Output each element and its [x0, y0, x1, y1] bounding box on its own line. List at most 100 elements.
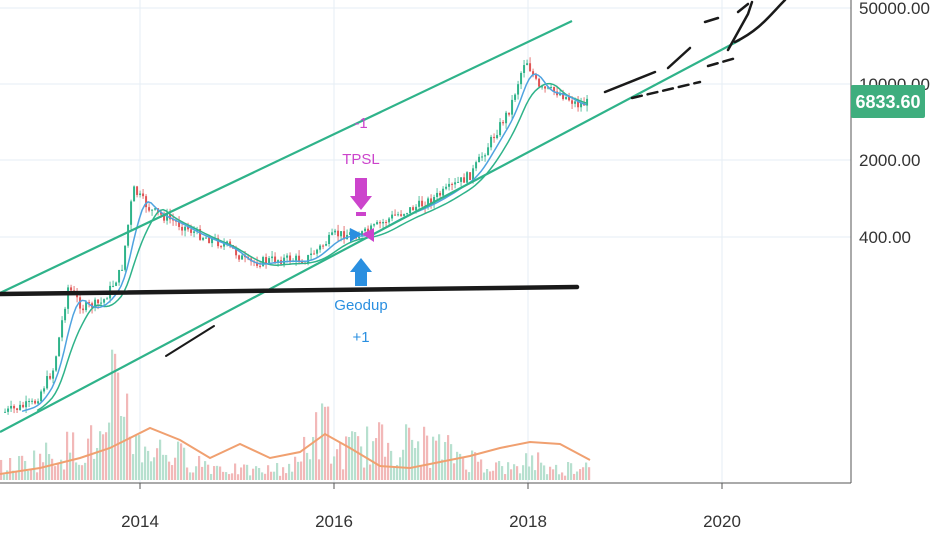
signal-label: TPSL [342, 151, 380, 168]
volume-bar [234, 463, 237, 480]
candle-body [187, 226, 190, 230]
volume-bar [288, 463, 291, 480]
volume-bar [486, 468, 489, 480]
candle-body [31, 400, 34, 402]
volume-bar [252, 468, 255, 480]
candle-body [478, 156, 481, 163]
volume-bar [6, 470, 9, 480]
candle-body [511, 99, 514, 115]
x-tick-label: 2020 [703, 512, 741, 531]
last-price-badge-bg [851, 85, 925, 118]
volume-bar [408, 427, 411, 480]
candle-body [394, 214, 397, 216]
volume-bar [372, 441, 375, 480]
candle-body [412, 207, 415, 211]
signal-label: +1 [352, 329, 369, 346]
volume-bar [78, 464, 81, 480]
candle-body [382, 222, 385, 224]
volume-bar [396, 464, 399, 480]
candle-body [406, 213, 409, 215]
candle-body [490, 136, 493, 148]
candle-body [514, 94, 517, 100]
volume-bar [291, 471, 294, 480]
volume-bar [165, 454, 168, 480]
candle-body [211, 238, 214, 244]
volume-bar [126, 393, 129, 480]
candle-body [496, 135, 499, 139]
candle-body [340, 231, 343, 237]
volume-bar [207, 464, 210, 480]
candle-body [430, 198, 433, 204]
volume-bar [339, 442, 342, 480]
volume-bar [513, 464, 516, 480]
candle-body [49, 376, 52, 379]
candle-body [577, 101, 580, 108]
volume-bar [405, 424, 408, 480]
volume-bar [222, 471, 225, 480]
volume-bar [447, 435, 450, 480]
projection-stroke [703, 16, 720, 24]
volume-bar [510, 469, 513, 480]
candle-body [262, 257, 265, 267]
volume-bar [267, 465, 270, 480]
volume-bar [216, 465, 219, 480]
volume-bar [45, 442, 48, 480]
buy-arrow-icon [350, 258, 372, 286]
volume-bar [21, 455, 24, 480]
volume-bar [474, 452, 477, 480]
candle-body [46, 376, 49, 389]
volume-bar [69, 452, 72, 480]
candle-body [586, 98, 589, 106]
volume-bar [477, 461, 480, 480]
candle-body [499, 122, 502, 136]
candle-body [136, 186, 139, 195]
sell-arrow-icon [350, 178, 372, 210]
volume-bar [351, 431, 354, 480]
candle-body [391, 214, 394, 219]
volume-bar [240, 467, 243, 480]
candle-body [526, 63, 529, 66]
volume-bar [393, 466, 396, 480]
candle-body [481, 156, 484, 158]
volume-bar [549, 466, 552, 480]
volume-bar [573, 473, 576, 480]
candle-body [100, 302, 103, 304]
candle-body [4, 411, 7, 413]
candle-body [325, 244, 328, 246]
volume-bar [582, 467, 585, 480]
volume-bar [420, 466, 423, 480]
volume-bar [228, 474, 231, 480]
candle-body [88, 302, 91, 304]
volume-bar [570, 463, 573, 480]
candle-body [82, 308, 85, 311]
candle-body [208, 237, 211, 244]
volume-bar [438, 434, 441, 480]
candle-body [409, 207, 412, 214]
candle-body [472, 168, 475, 181]
candle-body [523, 65, 526, 73]
volume-bar [402, 449, 405, 480]
candle-body [454, 182, 457, 185]
candle-body [322, 245, 325, 247]
candle-body [442, 188, 445, 196]
candle-body [562, 93, 565, 100]
candle-body [274, 256, 277, 263]
candle-body [163, 214, 166, 221]
candle-body [310, 253, 313, 256]
volume-bar [516, 466, 519, 480]
volume-bar [441, 459, 444, 480]
candle-body [418, 200, 421, 207]
candle-body [196, 229, 199, 232]
volume-bar [279, 475, 282, 480]
candle-body [16, 408, 19, 410]
x-axis-ticks: 2014 2016 2018 2020 [121, 483, 741, 531]
candle-body [166, 214, 169, 221]
candle-body [337, 230, 340, 237]
candle-body [421, 200, 424, 207]
volume-bar [90, 425, 93, 480]
volume-bar [429, 467, 432, 480]
volume-bar [321, 403, 324, 480]
volume-bar [93, 458, 96, 480]
volume-bar [417, 441, 420, 480]
